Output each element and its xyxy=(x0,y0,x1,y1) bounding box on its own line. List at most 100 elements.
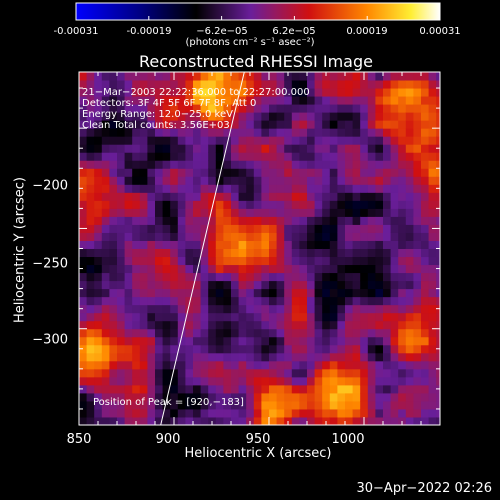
heatmap-cell xyxy=(307,384,316,394)
heatmap-cell xyxy=(329,416,338,425)
heatmap-cell xyxy=(276,344,285,354)
info-total-counts: Clean Total counts: 3.56E+03 xyxy=(82,120,230,131)
heatmap-cell xyxy=(291,184,300,193)
heatmap-cell xyxy=(413,112,422,121)
heatmap-cell xyxy=(200,192,209,201)
heatmap-cell xyxy=(208,400,217,410)
heatmap-cell xyxy=(269,192,278,201)
heatmap-cell xyxy=(200,416,209,425)
heatmap-cell xyxy=(329,208,338,217)
heatmap-cell xyxy=(322,152,331,161)
heatmap-cell xyxy=(223,128,232,137)
heatmap-cell xyxy=(352,152,361,161)
heatmap-cell xyxy=(352,224,361,233)
heatmap-cell xyxy=(215,232,224,241)
heatmap-cell xyxy=(314,224,323,233)
heatmap-cell xyxy=(390,368,399,378)
heatmap-cell xyxy=(269,296,278,306)
heatmap-cell xyxy=(390,344,399,354)
heatmap-cell xyxy=(155,200,164,209)
heatmap-cell xyxy=(223,136,232,145)
heatmap-cell xyxy=(238,224,247,233)
heatmap-cell xyxy=(360,344,369,354)
heatmap-cell xyxy=(200,264,209,274)
heatmap-cell xyxy=(360,184,369,193)
heatmap-cell xyxy=(223,160,232,169)
heatmap-cell xyxy=(269,312,278,322)
heatmap-cell xyxy=(185,160,194,169)
heatmap-cell xyxy=(360,288,369,298)
heatmap-cell xyxy=(405,360,414,370)
heatmap-cell xyxy=(147,296,156,306)
heatmap-cell xyxy=(170,168,179,177)
heatmap-cell xyxy=(86,368,95,378)
heatmap-cell xyxy=(223,280,232,290)
heatmap-cell xyxy=(428,416,437,425)
heatmap-cell xyxy=(269,200,278,209)
heatmap-cell xyxy=(276,240,285,249)
heatmap-cell xyxy=(109,352,118,362)
heatmap-cell xyxy=(162,192,171,201)
heatmap-cell xyxy=(177,104,186,113)
heatmap-cell xyxy=(177,384,186,394)
heatmap-cell xyxy=(337,120,346,129)
x-tick-label: 950 xyxy=(245,432,271,447)
heatmap-cell xyxy=(208,168,217,177)
heatmap-cell xyxy=(94,88,103,97)
heatmap-cell xyxy=(383,200,392,209)
heatmap-cell xyxy=(86,256,95,266)
heatmap-cell xyxy=(79,216,88,225)
heatmap-cell xyxy=(269,184,278,193)
heatmap-cell xyxy=(139,320,148,330)
heatmap-cell xyxy=(124,232,133,241)
heatmap-cell xyxy=(193,152,202,161)
heatmap-cell xyxy=(291,120,300,129)
heatmap-cell xyxy=(86,360,95,370)
heatmap-cell xyxy=(101,312,110,322)
heatmap-cell xyxy=(231,384,240,394)
heatmap-cell xyxy=(155,104,164,113)
heatmap-cell xyxy=(147,272,156,282)
heatmap-cell xyxy=(139,200,148,209)
heatmap-cell xyxy=(132,168,141,177)
heatmap-cell xyxy=(139,80,148,89)
heatmap-cell xyxy=(390,192,399,201)
heatmap-cell xyxy=(352,336,361,346)
heatmap-cell xyxy=(291,232,300,241)
heatmap-cell xyxy=(291,144,300,153)
heatmap-cell xyxy=(185,72,194,81)
heatmap-cell xyxy=(405,264,414,274)
heatmap-cell xyxy=(200,320,209,330)
heatmap-cell xyxy=(200,112,209,121)
heatmap-cell xyxy=(337,112,346,121)
heatmap-cell xyxy=(291,360,300,370)
heatmap-cell xyxy=(329,352,338,362)
heatmap-cell xyxy=(223,176,232,185)
heatmap-cell xyxy=(170,376,179,386)
heatmap-cell xyxy=(352,296,361,306)
heatmap-cell xyxy=(155,360,164,370)
heatmap-cell xyxy=(223,144,232,153)
heatmap-cell xyxy=(261,392,270,402)
heatmap-cell xyxy=(375,168,384,177)
heatmap-cell xyxy=(383,176,392,185)
heatmap-cell xyxy=(269,168,278,177)
heatmap-cell xyxy=(162,144,171,153)
heatmap-cell xyxy=(246,104,255,113)
heatmap-cell xyxy=(314,176,323,185)
heatmap-cell xyxy=(246,224,255,233)
heatmap-cell xyxy=(162,216,171,225)
heatmap-cell xyxy=(147,336,156,346)
heatmap-cell xyxy=(360,264,369,274)
heatmap-cell xyxy=(124,248,133,258)
heatmap-cell xyxy=(276,216,285,225)
heatmap-cell xyxy=(360,376,369,386)
heatmap-cell xyxy=(223,240,232,249)
heatmap-cell xyxy=(421,104,430,113)
heatmap-cell xyxy=(345,104,354,113)
heatmap-cell xyxy=(299,416,308,425)
heatmap-cell xyxy=(398,416,407,425)
heatmap-cell xyxy=(284,360,293,370)
heatmap-cell xyxy=(86,128,95,137)
heatmap-cell xyxy=(215,336,224,346)
